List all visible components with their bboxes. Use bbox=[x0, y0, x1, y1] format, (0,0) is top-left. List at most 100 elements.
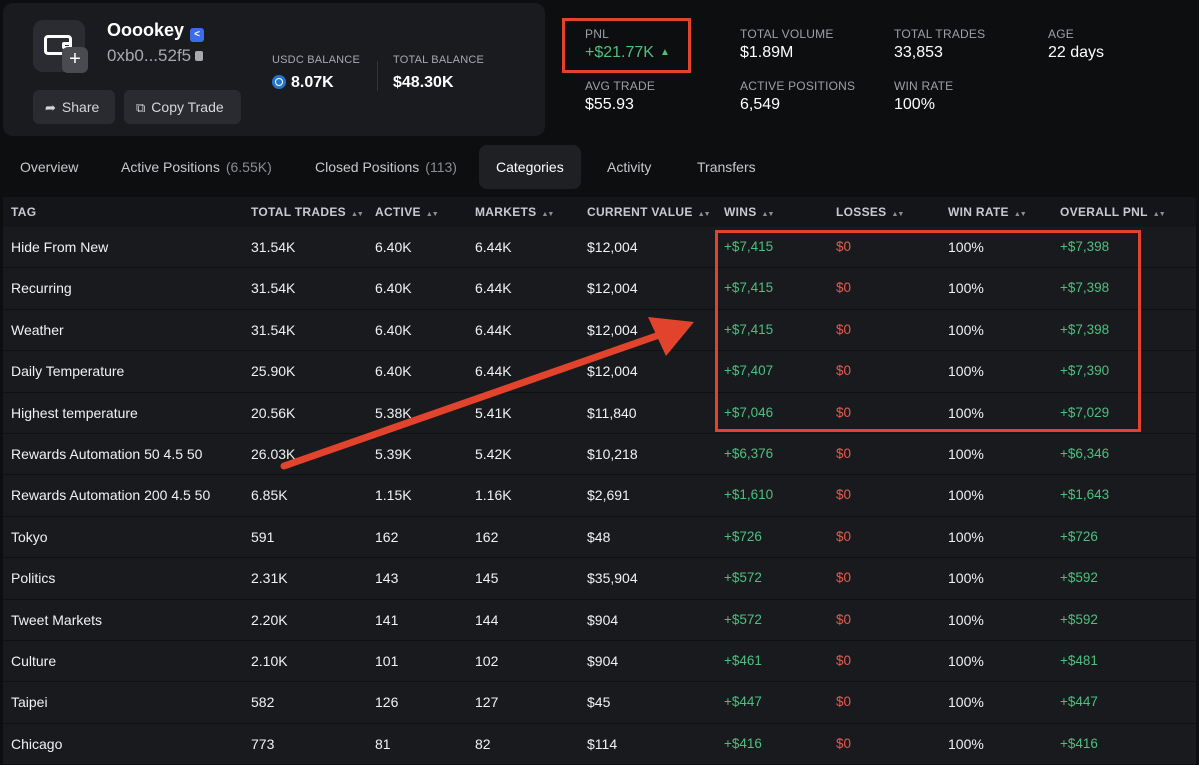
cell-markets: 5.42K bbox=[475, 445, 512, 462]
header-total-trades[interactable]: TOTAL TRADES ▲▼ bbox=[251, 197, 364, 230]
cell-total-trades: 582 bbox=[251, 694, 275, 711]
cell-win-rate: 100% bbox=[948, 735, 984, 752]
table-row[interactable]: Taipei 582 126 127 $45 +$447 $0 100% +$447 bbox=[3, 682, 1196, 724]
table-row[interactable]: Chicago 773 81 82 $114 +$416 $0 100% +$416 bbox=[3, 723, 1196, 765]
cell-overall-pnl: +$592 bbox=[1060, 611, 1098, 627]
copy-trade-button[interactable]: ⧉ Copy Trade bbox=[124, 90, 241, 124]
cell-active: 162 bbox=[375, 528, 399, 545]
cell-total-trades: 773 bbox=[251, 735, 275, 752]
tab-overview[interactable]: Overview bbox=[20, 145, 78, 189]
cell-overall-pnl: +$416 bbox=[1060, 735, 1098, 751]
sort-icon[interactable]: ▲▼ bbox=[350, 211, 364, 218]
cell-win-rate: 100% bbox=[948, 363, 984, 380]
cell-tag: Taipei bbox=[11, 694, 48, 711]
cell-total-trades: 2.10K bbox=[251, 652, 288, 669]
table-row[interactable]: Rewards Automation 200 4.5 50 6.85K 1.15K 1… bbox=[3, 475, 1196, 517]
profile-name: Ooookey < bbox=[107, 20, 205, 42]
table-row[interactable]: Rewards Automation 50 4.5 50 26.03K 5.39K 5… bbox=[3, 433, 1196, 476]
tab-closed-positions-count: (113) bbox=[425, 159, 457, 175]
sort-icon[interactable]: ▲▼ bbox=[697, 211, 711, 218]
cell-current-value: $12,004 bbox=[587, 363, 638, 380]
avg-trade-label: AVG TRADE bbox=[585, 79, 656, 93]
header-active[interactable]: ACTIVE ▲▼ bbox=[375, 197, 439, 230]
table-row[interactable]: Tokyo 591 162 162 $48 +$726 $0 100% +$726 bbox=[3, 516, 1196, 559]
avatar: + bbox=[33, 20, 88, 73]
total-balance-label: TOTAL BALANCE bbox=[393, 54, 485, 66]
cell-tag: Tweet Markets bbox=[11, 611, 103, 628]
cell-active: 81 bbox=[375, 735, 391, 752]
cell-markets: 144 bbox=[475, 611, 499, 628]
cell-win-rate: 100% bbox=[948, 321, 984, 338]
tab-transfers-label: Transfers bbox=[697, 159, 756, 175]
sort-icon[interactable]: ▲▼ bbox=[1013, 211, 1027, 218]
header-overall-pnl[interactable]: OVERALL PNL ▲▼ bbox=[1060, 197, 1166, 230]
header-current-value-label: CURRENT VALUE bbox=[587, 205, 693, 219]
tab-closed-positions[interactable]: Closed Positions (113) bbox=[315, 145, 457, 189]
cell-markets: 6.44K bbox=[475, 321, 512, 338]
tab-activity-label: Activity bbox=[607, 159, 652, 175]
cell-markets: 1.16K bbox=[475, 487, 512, 504]
cell-losses: $0 bbox=[836, 487, 852, 503]
cell-overall-pnl: +$6,346 bbox=[1060, 445, 1110, 461]
categories-table: TAG TOTAL TRADES ▲▼ ACTIVE ▲▼ MARKETS ▲▼ CURREN… bbox=[3, 197, 1196, 765]
table-row[interactable]: Recurring 31.54K 6.40K 6.44K $12,004 +$7,415 $… bbox=[3, 268, 1196, 310]
cell-total-trades: 6.85K bbox=[251, 487, 288, 504]
cell-overall-pnl: +$7,398 bbox=[1060, 321, 1110, 337]
sort-icon[interactable]: ▲▼ bbox=[425, 211, 439, 218]
tab-activity[interactable]: Activity bbox=[607, 145, 651, 189]
table-row[interactable]: Daily Temperature 25.90K 6.40K 6.44K $12,004… bbox=[3, 351, 1196, 393]
table-row[interactable]: Politics 2.31K 143 145 $35,904 +$572 $0 100% +$5… bbox=[3, 558, 1196, 600]
sort-icon[interactable]: ▲▼ bbox=[891, 211, 904, 218]
header-current-value[interactable]: CURRENT VALUE ▲▼ bbox=[587, 197, 711, 230]
header-markets[interactable]: MARKETS ▲▼ bbox=[475, 197, 554, 230]
tab-transfers[interactable]: Transfers bbox=[697, 145, 756, 189]
cell-markets: 145 bbox=[475, 570, 499, 587]
cell-tag: Chicago bbox=[11, 735, 63, 752]
cell-active: 126 bbox=[375, 694, 399, 711]
cell-total-trades: 2.20K bbox=[251, 611, 288, 628]
share-button[interactable]: ➦ Share bbox=[33, 90, 115, 124]
sort-icon[interactable]: ▲▼ bbox=[541, 211, 554, 218]
cell-wins: +$1,610 bbox=[724, 487, 774, 503]
wallet-address-text: 0xb0...52f5 bbox=[107, 46, 192, 65]
header-wins-label: WINS bbox=[724, 205, 757, 219]
cell-tag: Weather bbox=[11, 321, 64, 338]
tab-categories-label: Categories bbox=[496, 159, 564, 175]
table-row[interactable]: Weather 31.54K 6.40K 6.44K $12,004 +$7,415 $0 1… bbox=[3, 309, 1196, 352]
cell-win-rate: 100% bbox=[948, 239, 984, 255]
tab-closed-positions-label: Closed Positions bbox=[315, 159, 420, 175]
sort-icon[interactable]: ▲▼ bbox=[761, 211, 775, 218]
tab-categories[interactable]: Categories bbox=[479, 145, 581, 189]
cell-markets: 82 bbox=[475, 735, 491, 752]
cell-active: 6.40K bbox=[375, 280, 412, 297]
copy-trade-label: Copy Trade bbox=[151, 99, 224, 115]
cell-win-rate: 100% bbox=[948, 570, 984, 587]
header-losses[interactable]: LOSSES ▲▼ bbox=[836, 197, 904, 230]
table-row[interactable]: Hide From New 31.54K 6.40K 6.44K $12,004 +$7,… bbox=[3, 227, 1196, 269]
verified-badge-icon: < bbox=[190, 28, 205, 42]
cell-total-trades: 25.90K bbox=[251, 363, 296, 380]
cell-win-rate: 100% bbox=[948, 611, 984, 628]
cell-losses: $0 bbox=[836, 652, 852, 668]
cell-tag: Hide From New bbox=[11, 239, 109, 255]
header-win-rate[interactable]: WIN RATE ▲▼ bbox=[948, 197, 1027, 230]
cell-current-value: $11,840 bbox=[587, 404, 637, 421]
table-row[interactable]: Tweet Markets 2.20K 141 144 $904 +$572 $0 100% +… bbox=[3, 599, 1196, 641]
header-wins[interactable]: WINS ▲▼ bbox=[724, 197, 775, 230]
tab-active-positions[interactable]: Active Positions (6.55K) bbox=[121, 145, 272, 189]
cell-overall-pnl: +$592 bbox=[1060, 570, 1098, 586]
copy-address-icon[interactable] bbox=[195, 51, 204, 61]
table-row[interactable]: Culture 2.10K 101 102 $904 +$461 $0 100% +$481 bbox=[3, 640, 1196, 683]
cell-active: 143 bbox=[375, 570, 399, 587]
table-row[interactable]: Highest temperature 20.56K 5.38K 5.41K $11,8… bbox=[3, 392, 1196, 434]
cell-tag: Daily Temperature bbox=[11, 363, 125, 380]
copy-icon: ⧉ bbox=[136, 100, 146, 115]
sort-icon[interactable]: ▲▼ bbox=[1152, 211, 1166, 218]
tab-active-positions-count: (6.55K) bbox=[225, 159, 272, 175]
pnl-value-text: +$21.77K bbox=[585, 44, 654, 61]
cell-losses: $0 bbox=[836, 280, 852, 296]
cell-losses: $0 bbox=[836, 735, 852, 751]
total-balance-value: $48.30K bbox=[393, 74, 454, 91]
cell-wins: +$416 bbox=[724, 735, 762, 751]
active-positions-label: ACTIVE POSITIONS bbox=[740, 79, 856, 93]
